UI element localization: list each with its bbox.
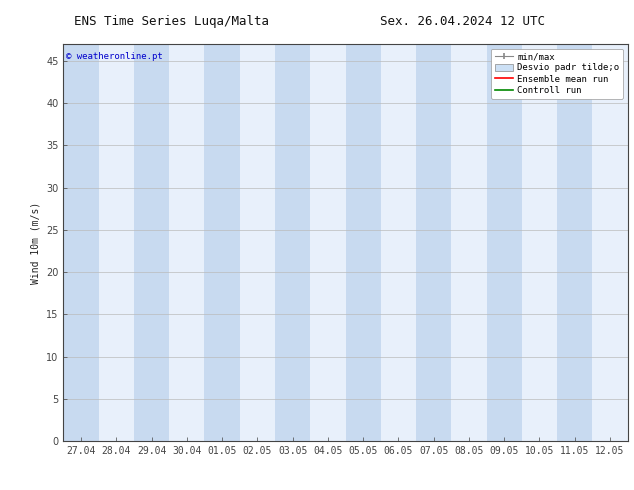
Bar — [416, 44, 451, 441]
Bar — [63, 44, 99, 441]
Bar — [346, 44, 381, 441]
Bar — [275, 44, 310, 441]
Y-axis label: Wind 10m (m/s): Wind 10m (m/s) — [30, 201, 41, 284]
Legend: min/max, Desvio padr tilde;o, Ensemble mean run, Controll run: min/max, Desvio padr tilde;o, Ensemble m… — [491, 49, 623, 98]
Bar — [487, 44, 522, 441]
Bar — [134, 44, 169, 441]
Bar — [557, 44, 592, 441]
Text: ENS Time Series Luqa/Malta: ENS Time Series Luqa/Malta — [74, 15, 269, 28]
Bar — [204, 44, 240, 441]
Text: © weatheronline.pt: © weatheronline.pt — [66, 52, 163, 61]
Text: Sex. 26.04.2024 12 UTC: Sex. 26.04.2024 12 UTC — [380, 15, 545, 28]
